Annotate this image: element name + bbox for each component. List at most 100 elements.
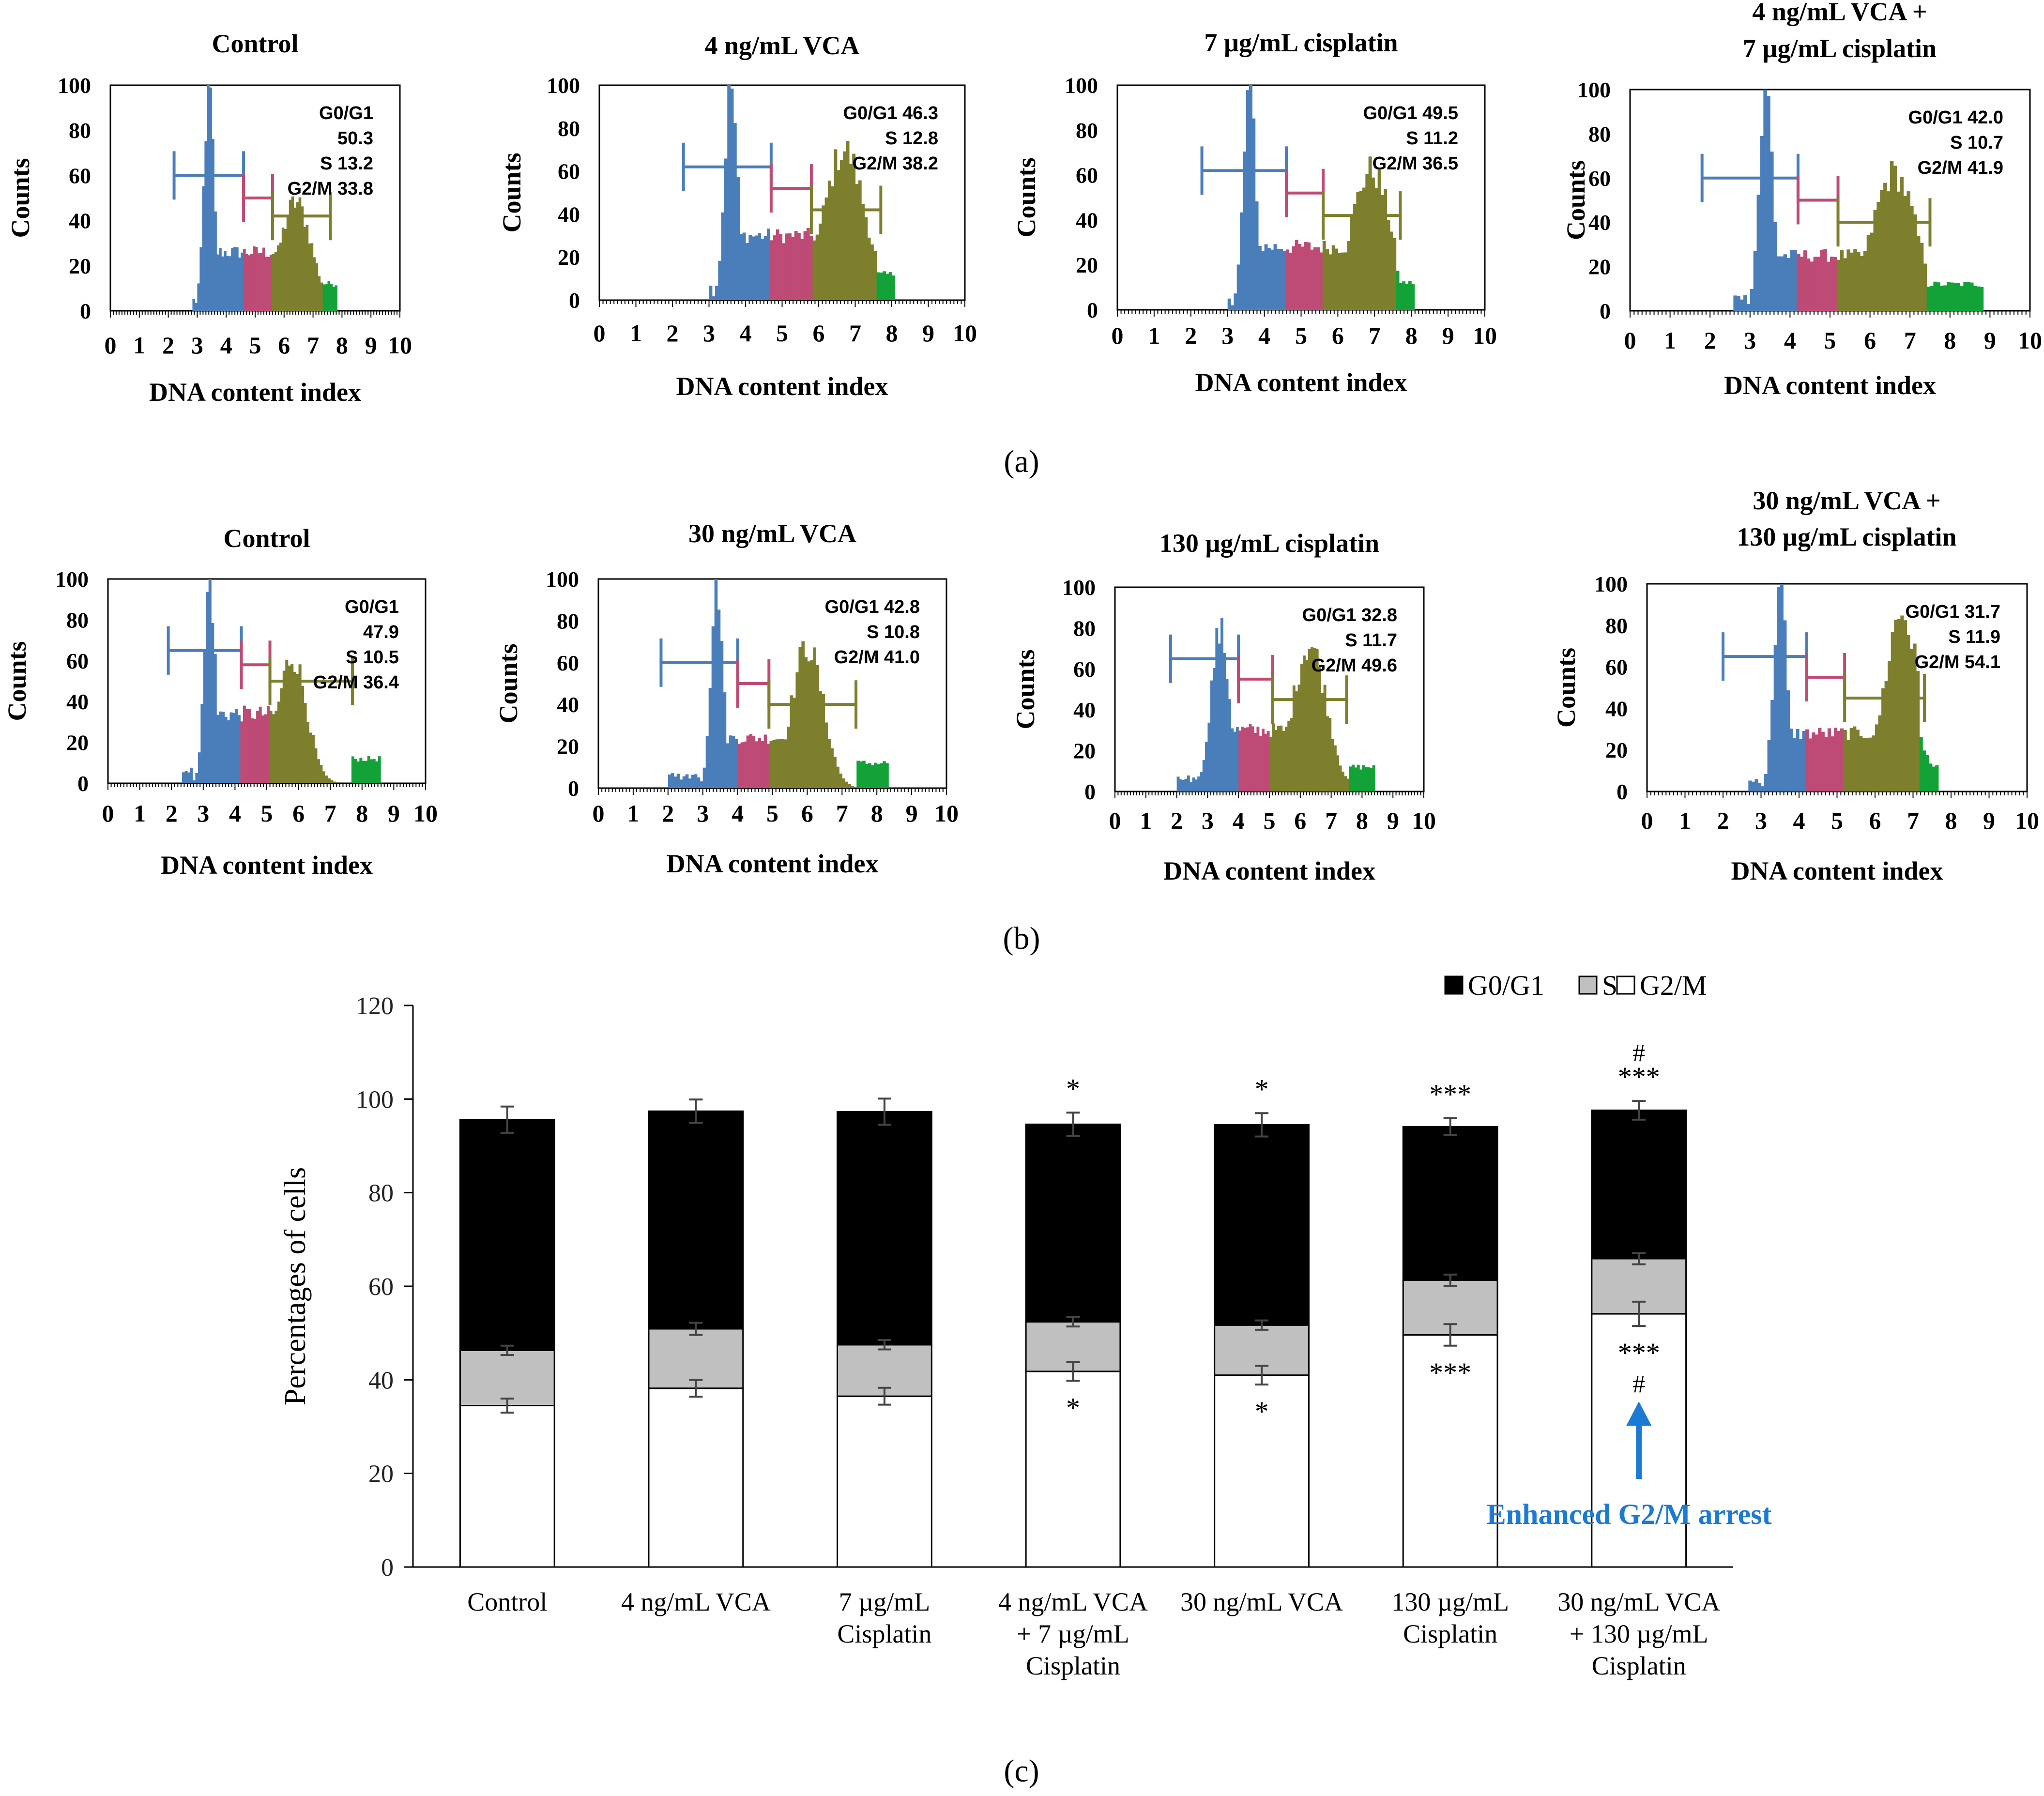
histogram-bin [313,257,316,311]
x-tick-label: 10 [1412,807,1436,834]
histogram-bin [184,771,188,783]
histogram-bin [296,674,299,783]
histogram-bin [370,759,373,783]
histogram-bin [1264,733,1267,791]
x-tick-label: 2 [1704,327,1716,354]
histogram-bin [259,253,263,311]
y-tick-label: 40 [69,209,91,233]
annotation-text: Enhanced G2/M arrest [1487,1498,1772,1530]
histogram-bin [229,712,233,783]
histogram-title: 4 ng/mL VCA + [1752,0,1927,26]
y-tick-label: 20 [1588,255,1611,279]
histogram-bin [1218,643,1221,791]
histogram-bin [752,736,756,788]
histogram-bin [870,244,874,300]
histogram-bin [277,701,280,783]
histogram-bin [1790,249,1794,311]
x-tick-label: 5 [1831,807,1843,834]
histogram-bin [843,151,847,300]
histogram-bin [216,715,220,783]
histogram-bin [849,164,853,300]
significance-top: *** [1429,1079,1471,1110]
x-tick-label: 10 [2015,807,2039,834]
histogram-bin [1770,152,1774,311]
x-tick-label: 7 [836,800,848,827]
histogram-bin [1830,257,1834,311]
histogram-bin [1780,256,1784,311]
histogram-bin [1202,760,1205,791]
histogram-bin [1870,232,1874,311]
histogram-bin [356,761,360,783]
gate-marker-g2m [1322,191,1402,240]
category-label: + 7 µg/mL [1017,1619,1129,1648]
histogram-bin [1200,772,1203,791]
error-bar [877,1386,891,1406]
histogram-bin [1837,731,1841,791]
histogram-bin [1238,731,1242,791]
histogram-bin [318,276,321,311]
x-tick-label: 7 [1325,807,1337,834]
histogram-bin [892,275,895,300]
histogram-bin [208,579,212,783]
gate-marker-g2m [1843,673,1926,722]
histogram-bin [1937,282,1940,311]
histogram-bin [1950,282,1954,311]
bar-segment-g2m [1402,1334,1498,1568]
histogram-bin [873,251,877,300]
histogram-bin [1830,736,1834,791]
histogram-bin [1326,716,1329,791]
histogram-bin [724,158,728,300]
y-tick-label: 20 [1076,253,1098,277]
y-axis-label: Counts [1012,157,1041,237]
error-bar [877,1339,891,1351]
stats-text: G0/G1 [345,597,399,617]
y-tick-label: 80 [69,118,91,143]
histogram-bin [240,721,244,783]
histogram-bin [1377,169,1381,310]
histogram-bin [211,623,214,783]
x-tick-label: 0 [1641,807,1653,834]
histogram-bin [1223,653,1226,791]
y-tick-label: 0 [77,771,89,796]
histogram-bin [1290,718,1293,791]
histogram-title: 130 µg/mL cisplatin [1737,522,1956,551]
x-tick-label: 4 [732,800,744,827]
histogram-bin [1753,251,1757,311]
histogram-bin [830,748,834,788]
error-bar [689,1379,703,1398]
histogram-bin [375,761,379,783]
histogram-bin [289,199,292,311]
x-tick-label: 0 [593,800,605,827]
histogram-bin [1876,201,1880,311]
histogram-bin [1840,728,1844,791]
histogram-bin [303,227,306,311]
y-tick-label: 0 [569,288,580,313]
histogram-bin [284,229,287,311]
histogram-bin [1757,783,1762,791]
histogram-bin [763,236,767,300]
y-tick-label: 100 [1594,572,1628,596]
bar-segment-g0g1 [459,1119,555,1351]
x-tick-label: 8 [871,800,883,827]
x-tick-label: 5 [776,320,788,347]
histogram-bin [1210,680,1213,791]
histogram-bin [1267,247,1271,310]
histogram-bin [711,626,715,788]
histogram-bin [298,197,302,311]
histogram-bin [803,231,807,300]
legend-label: G0/G1 [1468,970,1544,1001]
histogram-bin [1292,246,1296,310]
histogram-bin [1821,731,1825,791]
histogram-bin [1818,728,1822,791]
histogram-bin [1824,737,1828,791]
histogram-bin [868,763,871,788]
histogram-bin [1328,718,1332,791]
histogram-bin [325,776,328,783]
histogram-bin [1816,257,1820,311]
histogram-bin [1813,257,1817,311]
histogram-bin [797,232,801,300]
error-bar [1066,1316,1080,1328]
histogram-title: Control [212,29,298,58]
histogram-bin [1304,242,1308,310]
